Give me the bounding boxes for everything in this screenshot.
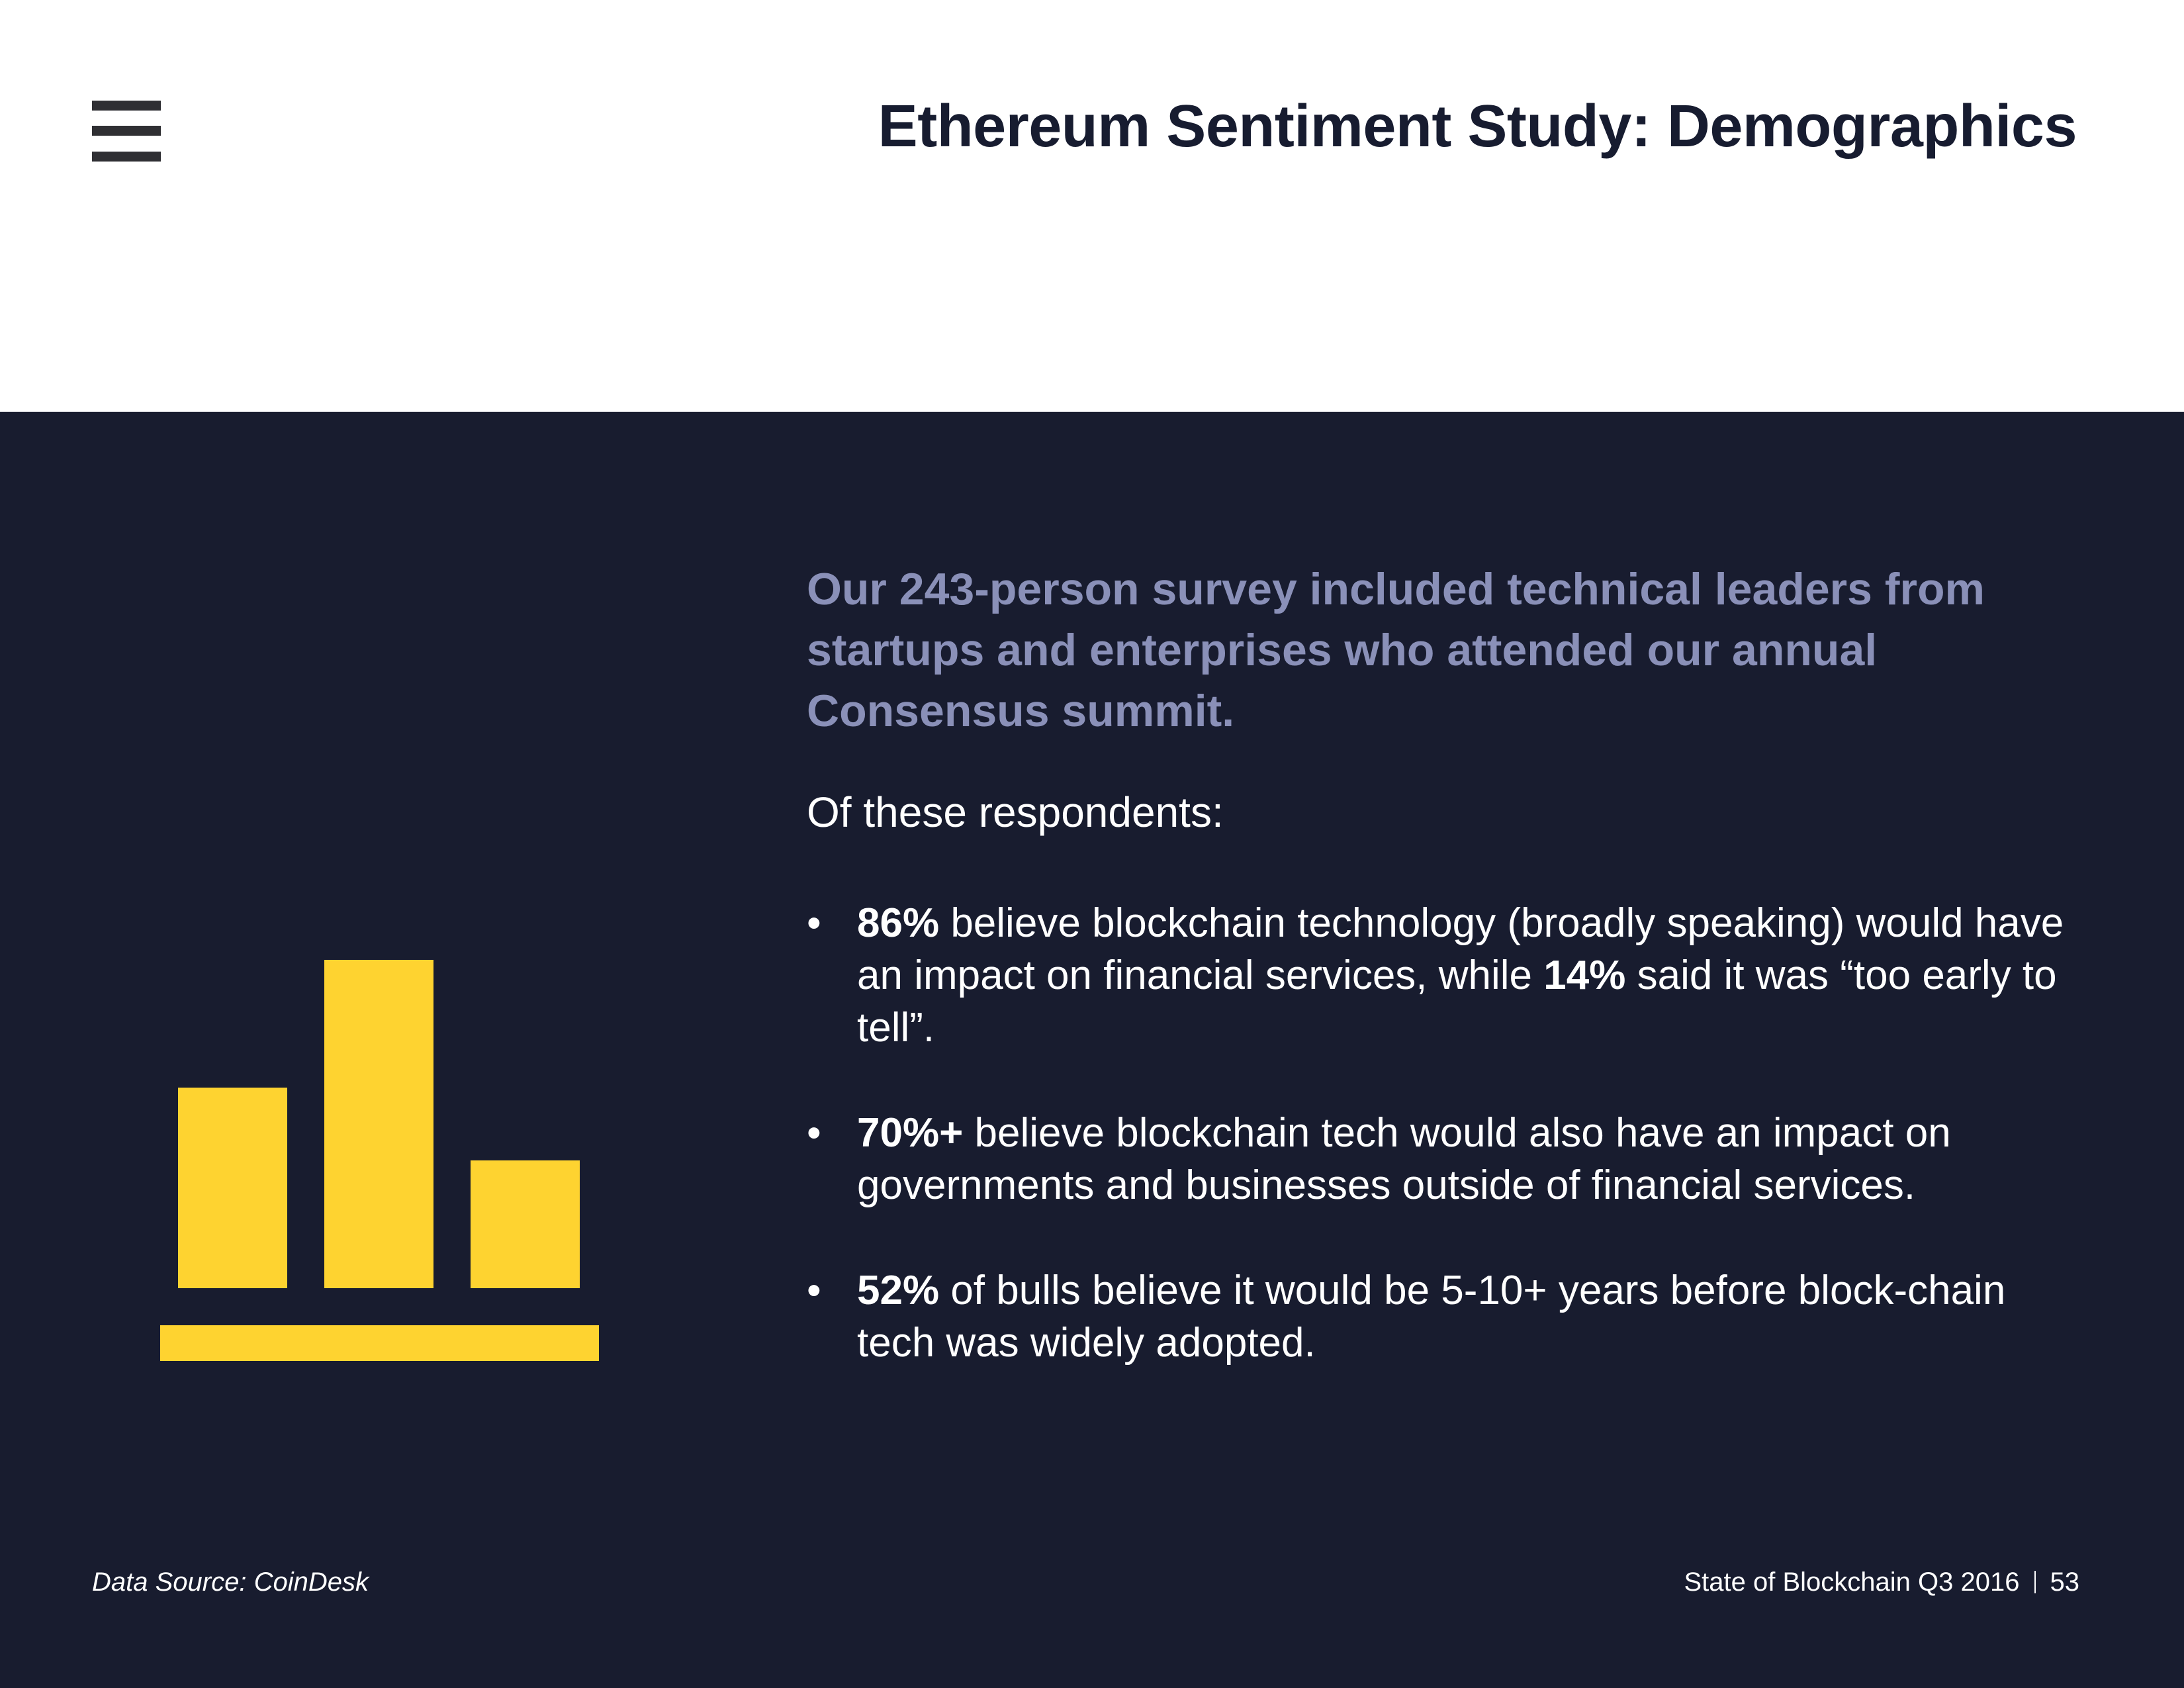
bar-chart-icon-bar-middle [324,960,433,1288]
bar-chart-icon-bar-right [471,1160,580,1288]
menu-line [92,126,161,136]
hamburger-menu-icon[interactable] [92,101,161,162]
bullet-dot: • [807,900,821,946]
footer-divider [2034,1571,2036,1593]
bullet-dot: • [807,1268,821,1313]
stat-description: believe blockchain tech would also have … [857,1110,1951,1208]
bar-chart-icon [0,412,662,1688]
page-number: 53 [2050,1568,2080,1597]
report-name: State of Blockchain Q3 2016 [1684,1568,2020,1597]
intro-text: Of these respondents: [807,788,1224,836]
lead-paragraph: Our 243-person survey included technical… [807,564,1985,736]
stat-value: 52% [857,1268,940,1313]
bar-chart-icon-base [160,1325,599,1361]
report-footer: State of Blockchain Q3 2016 53 [1684,1568,2080,1597]
menu-line [92,152,161,162]
bar-chart-icon-bar-left [178,1088,287,1288]
stat-description: believe blockchain technology (broadly s… [857,900,2064,998]
stat-value: 86% [857,900,940,946]
stat-description: of bulls believe it would be 5-10+ years… [857,1268,2006,1366]
stat-value: 70%+ [857,1110,964,1156]
page-title: Ethereum Sentiment Study: Demographics [878,93,2077,160]
stat-value: 14% [1543,953,1626,998]
stat-description: said it was “too early to tell”. [857,953,2057,1051]
bullet-dot: • [807,1110,821,1156]
list-item-text: 52% of bulls believe it would be 5-10+ y… [857,1264,2064,1369]
list-item-text: 70%+ believe blockchain tech would also … [857,1107,2064,1211]
menu-line [92,101,161,111]
header-area: Ethereum Sentiment Study: Demographics [0,0,2184,412]
data-source: Data Source: CoinDesk [92,1568,369,1597]
list-item-text: 86% believe blockchain technology (broad… [857,897,2064,1054]
content-panel: Our 243-person survey included technical… [0,412,2184,1688]
